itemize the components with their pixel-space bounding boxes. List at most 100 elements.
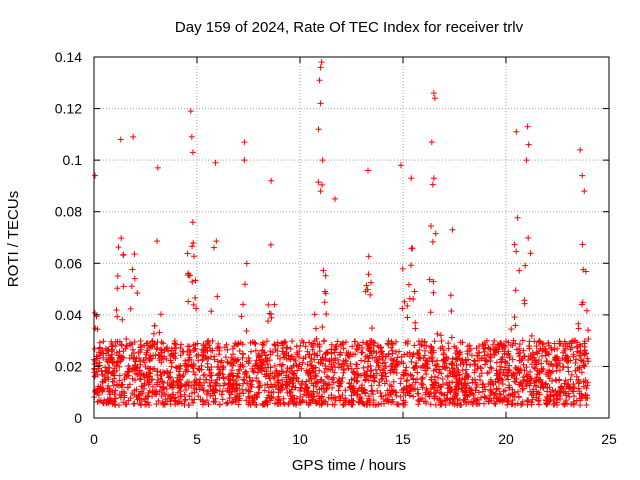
data-point: [198, 362, 205, 369]
data-point: [397, 393, 404, 400]
data-point: [437, 345, 444, 352]
tick-labels: 0 5 10 15 20 25 0 0.02 0.04 0.06 0.08 0.1 0.12 0.14: [55, 49, 617, 447]
data-point: [241, 377, 248, 384]
data-point: [168, 359, 175, 366]
data-point: [123, 342, 130, 349]
data-point: [340, 345, 347, 352]
data-point: [527, 368, 534, 375]
data-point: [564, 357, 571, 364]
data-point: [339, 361, 346, 368]
data-point: [432, 230, 439, 237]
data-point: [229, 388, 236, 395]
data-point: [340, 369, 347, 376]
data-point: [194, 340, 201, 347]
data-point: [99, 371, 106, 378]
data-point: [413, 359, 420, 366]
data-point: [128, 283, 135, 290]
data-point: [328, 350, 335, 357]
data-point: [582, 379, 589, 386]
data-point: [459, 375, 466, 382]
data-point: [137, 337, 144, 344]
data-point: [577, 395, 584, 402]
data-point: [155, 351, 162, 358]
data-point: [293, 399, 300, 406]
data-point: [296, 387, 303, 394]
data-point: [427, 309, 434, 316]
data-point: [493, 359, 500, 366]
data-point: [471, 369, 478, 376]
data-point: [317, 64, 324, 71]
data-point: [389, 360, 396, 367]
data-point: [154, 238, 161, 245]
data-point: [465, 356, 472, 363]
data-point: [124, 343, 131, 350]
data-point: [468, 386, 475, 393]
data-point: [550, 401, 557, 408]
data-point: [581, 347, 588, 354]
data-point: [546, 398, 553, 405]
data-point: [170, 391, 177, 398]
data-point: [355, 399, 362, 406]
data-point: [348, 376, 355, 383]
data-point: [321, 369, 328, 376]
data-point: [516, 357, 523, 364]
data-point: [177, 352, 184, 359]
data-point: [115, 402, 122, 409]
data-point: [122, 371, 129, 378]
data-point: [459, 339, 466, 346]
data-point: [325, 366, 332, 373]
data-point: [450, 373, 457, 380]
data-point: [240, 301, 247, 308]
data-point: [546, 384, 553, 391]
data-point: [141, 342, 148, 349]
data-point: [570, 381, 577, 388]
data-point: [505, 376, 512, 383]
data-point: [527, 250, 534, 257]
data-point: [290, 379, 297, 386]
data-point: [442, 365, 449, 372]
data-point: [369, 354, 376, 361]
data-point: [373, 401, 380, 408]
data-point: [382, 392, 389, 399]
data-point: [371, 340, 378, 347]
data-point: [512, 364, 519, 371]
data-point: [415, 401, 422, 408]
data-point: [535, 339, 542, 346]
data-point: [517, 366, 524, 373]
data-point: [267, 241, 274, 248]
data-point: [236, 366, 243, 373]
data-point: [190, 301, 197, 308]
data-point: [383, 373, 390, 380]
data-point: [221, 344, 228, 351]
data-point: [408, 175, 415, 182]
data-point: [158, 372, 165, 379]
data-point: [322, 272, 329, 279]
data-point: [242, 281, 249, 288]
data-point: [511, 314, 518, 321]
data-point: [94, 398, 101, 405]
data-point: [308, 369, 315, 376]
data-point: [557, 389, 564, 396]
data-point: [394, 354, 401, 361]
data-point: [376, 382, 383, 389]
data-point: [549, 387, 556, 394]
data-point: [183, 386, 190, 393]
data-point: [332, 195, 339, 202]
data-point: [538, 360, 545, 367]
data-point: [224, 346, 231, 353]
data-point: [564, 343, 571, 350]
data-point: [311, 356, 318, 363]
data-point: [130, 400, 137, 407]
data-point: [248, 395, 255, 402]
data-point: [515, 394, 522, 401]
data-point: [178, 341, 185, 348]
data-point: [186, 343, 193, 350]
data-point: [288, 396, 295, 403]
data-point: [209, 338, 216, 345]
data-point: [278, 384, 285, 391]
data-point: [430, 175, 437, 182]
data-point: [276, 361, 283, 368]
data-point: [526, 345, 533, 352]
data-point: [511, 389, 518, 396]
data-point: [208, 369, 215, 376]
